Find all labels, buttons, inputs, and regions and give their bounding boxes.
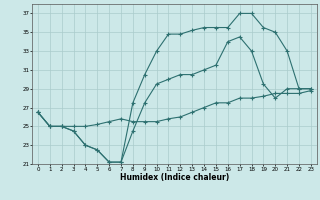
X-axis label: Humidex (Indice chaleur): Humidex (Indice chaleur) <box>120 173 229 182</box>
